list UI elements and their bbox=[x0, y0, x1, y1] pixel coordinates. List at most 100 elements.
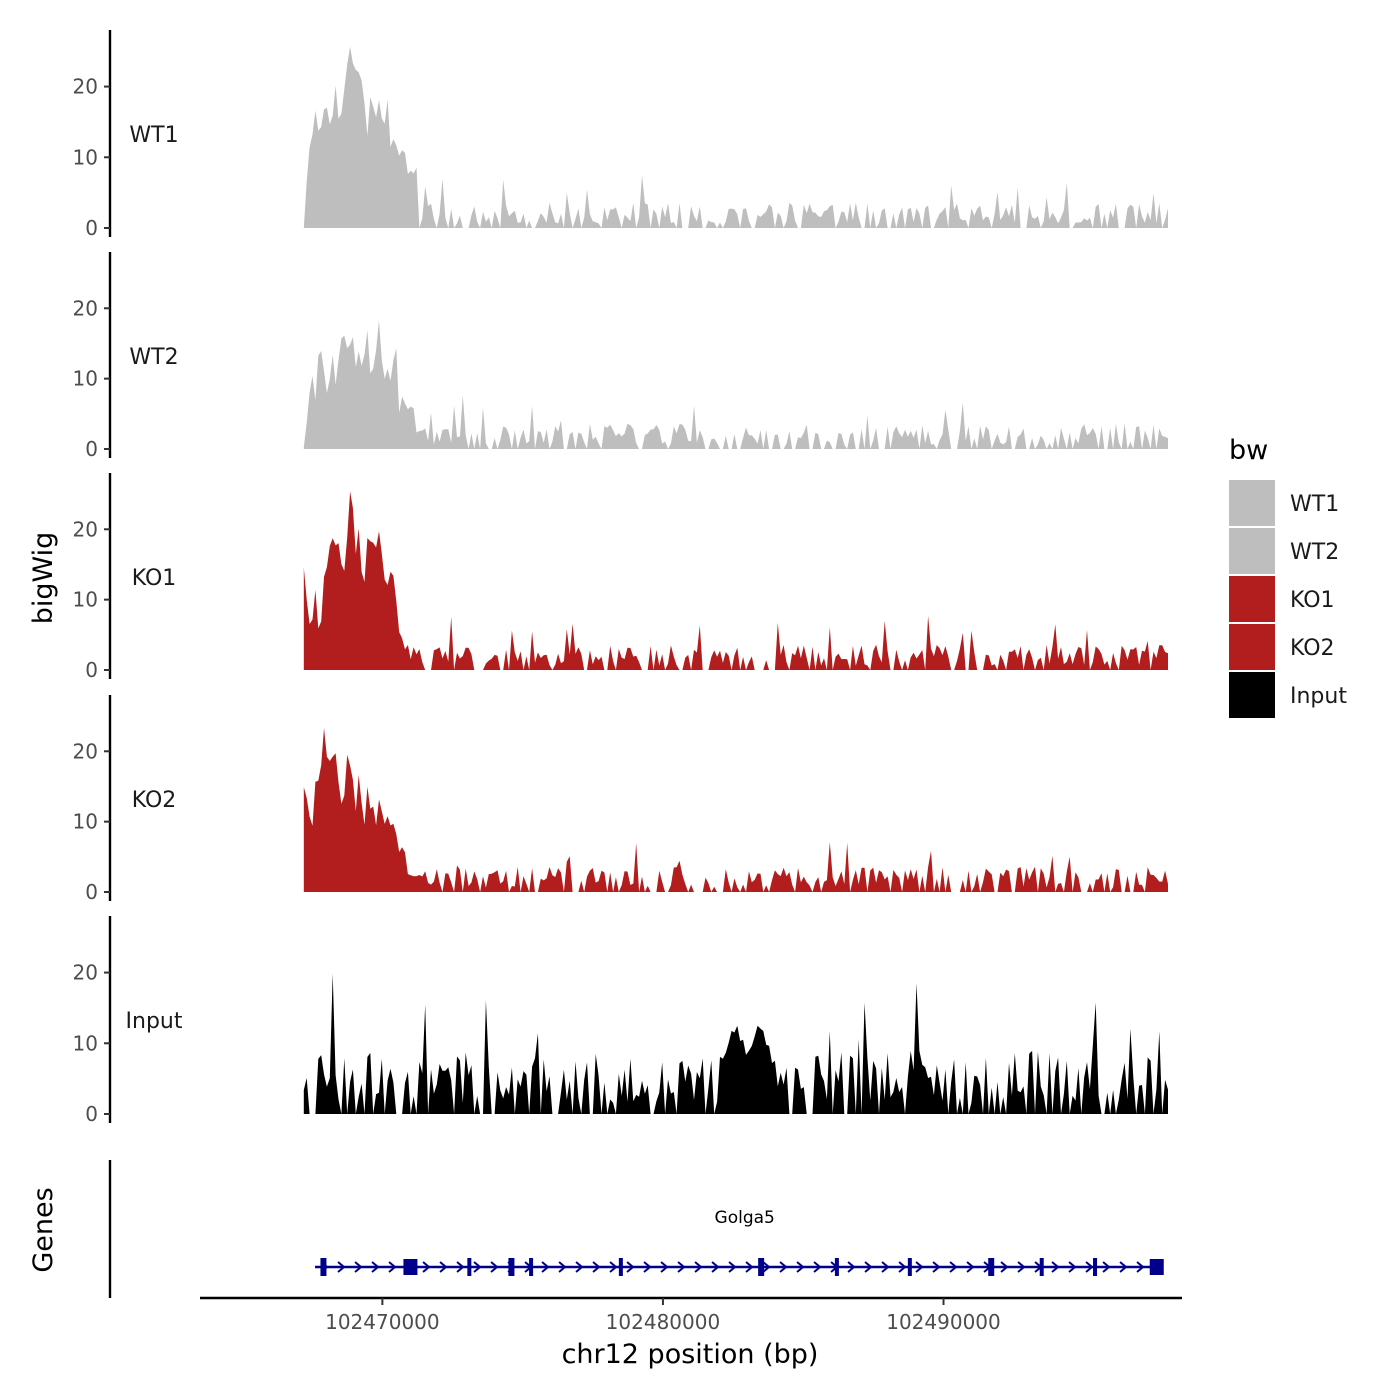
track-ko2: 0 10 20 KO2 bbox=[73, 695, 1168, 904]
strand-arrow bbox=[813, 1261, 822, 1273]
strand-arrow bbox=[575, 1261, 584, 1273]
strand-arrow bbox=[660, 1261, 669, 1273]
track-input: 0 10 20 Input bbox=[73, 916, 1168, 1126]
coverage-area-input bbox=[303, 973, 1168, 1114]
strand-arrow bbox=[728, 1261, 737, 1273]
strand-arrow bbox=[864, 1261, 873, 1273]
gene-golga5: Golga5 bbox=[315, 1208, 1164, 1276]
strand-arrow bbox=[1102, 1261, 1111, 1273]
y-tick-label: 10 bbox=[73, 810, 98, 834]
exon bbox=[320, 1258, 327, 1276]
strand-arrow bbox=[762, 1261, 771, 1273]
exon bbox=[988, 1258, 995, 1276]
strand-arrow bbox=[643, 1261, 652, 1273]
legend-label-wt1: WT1 bbox=[1290, 492, 1339, 517]
y-tick-label: 0 bbox=[85, 216, 98, 240]
exon bbox=[618, 1258, 623, 1276]
y-tick-label: 0 bbox=[85, 880, 98, 904]
exon bbox=[834, 1258, 839, 1276]
strand-arrow bbox=[490, 1261, 499, 1273]
strand-arrow bbox=[473, 1261, 482, 1273]
strand-arrow bbox=[541, 1261, 550, 1273]
strand-arrow bbox=[694, 1261, 703, 1273]
genes-track-title: Genes bbox=[28, 1187, 59, 1272]
x-tick-label: 102480000 bbox=[606, 1310, 721, 1334]
strand-arrow bbox=[1000, 1261, 1009, 1273]
y-tick-label: 20 bbox=[73, 739, 98, 763]
strand-arrow bbox=[354, 1261, 363, 1273]
legend-swatch-input bbox=[1229, 672, 1275, 718]
x-tick-label: 102470000 bbox=[325, 1310, 440, 1334]
track-label: WT1 bbox=[129, 123, 178, 148]
exon bbox=[508, 1258, 515, 1276]
strand-arrow bbox=[609, 1261, 618, 1273]
exon bbox=[467, 1258, 472, 1276]
strand-arrow bbox=[881, 1261, 890, 1273]
strand-arrow bbox=[898, 1261, 907, 1273]
legend-label-wt2: WT2 bbox=[1290, 540, 1339, 565]
strand-arrow bbox=[1119, 1261, 1128, 1273]
y-tick-label: 0 bbox=[85, 437, 98, 461]
exon bbox=[1039, 1258, 1044, 1276]
strand-arrow bbox=[422, 1261, 431, 1273]
strand-arrow bbox=[592, 1261, 601, 1273]
legend-title: bw bbox=[1229, 435, 1268, 466]
y-tick-label: 10 bbox=[73, 1031, 98, 1055]
legend-label-input: Input bbox=[1290, 684, 1347, 709]
strand-arrow bbox=[456, 1261, 465, 1273]
y-tick-label: 10 bbox=[73, 588, 98, 612]
gene-name-label: Golga5 bbox=[715, 1208, 775, 1228]
exon bbox=[529, 1258, 534, 1276]
strand-arrow bbox=[711, 1261, 720, 1273]
strand-arrow bbox=[1136, 1261, 1145, 1273]
y-tick-label: 20 bbox=[73, 517, 98, 541]
strand-arrow bbox=[371, 1261, 380, 1273]
strand-arrow bbox=[388, 1261, 397, 1273]
track-label: KO2 bbox=[132, 788, 177, 813]
strand-arrow bbox=[558, 1261, 567, 1273]
track-ko1: 0 10 20 KO1 bbox=[73, 473, 1168, 682]
y-tick-label: 20 bbox=[73, 75, 98, 99]
strand-arrow bbox=[745, 1261, 754, 1273]
strand-arrow bbox=[1051, 1261, 1060, 1273]
strand-arrow bbox=[439, 1261, 448, 1273]
y-tick-label: 20 bbox=[73, 961, 98, 985]
exon bbox=[403, 1259, 418, 1275]
strand-arrow bbox=[1017, 1261, 1026, 1273]
legend-swatch-ko1 bbox=[1229, 576, 1275, 622]
strand-arrow bbox=[677, 1261, 686, 1273]
legend-swatch-wt2 bbox=[1229, 528, 1275, 574]
legend-swatch-wt1 bbox=[1229, 480, 1275, 526]
strand-arrow bbox=[337, 1261, 346, 1273]
strand-arrow bbox=[796, 1261, 805, 1273]
x-axis-title: chr12 position (bp) bbox=[562, 1339, 819, 1370]
track-wt1: 0 10 20 WT1 bbox=[73, 30, 1168, 240]
legend-label-ko1: KO1 bbox=[1290, 588, 1335, 613]
exon bbox=[758, 1258, 765, 1276]
strand-arrow bbox=[779, 1261, 788, 1273]
strand-arrow bbox=[1085, 1261, 1094, 1273]
y-tick-label: 10 bbox=[73, 145, 98, 169]
strand-arrow bbox=[847, 1261, 856, 1273]
x-tick-label: 102490000 bbox=[886, 1310, 1001, 1334]
y-tick-label: 0 bbox=[85, 1102, 98, 1126]
legend-swatch-ko2 bbox=[1229, 624, 1275, 670]
exon bbox=[1149, 1259, 1164, 1275]
strand-arrow bbox=[626, 1261, 635, 1273]
legend-label-ko2: KO2 bbox=[1290, 636, 1335, 661]
y-tick-label: 20 bbox=[73, 296, 98, 320]
track-label: KO1 bbox=[132, 566, 177, 591]
track-wt2: 0 10 20 WT2 bbox=[73, 252, 1168, 461]
strand-arrow bbox=[932, 1261, 941, 1273]
exon bbox=[1093, 1258, 1098, 1276]
strand-arrow bbox=[966, 1261, 975, 1273]
coverage-area-wt1 bbox=[303, 46, 1168, 228]
track-label: WT2 bbox=[129, 345, 178, 370]
strand-arrow bbox=[1068, 1261, 1077, 1273]
y-tick-label: 10 bbox=[73, 367, 98, 391]
y-tick-label: 0 bbox=[85, 658, 98, 682]
exon bbox=[907, 1258, 912, 1276]
coverage-area-ko1 bbox=[303, 491, 1168, 670]
coverage-area-ko2 bbox=[303, 728, 1168, 892]
